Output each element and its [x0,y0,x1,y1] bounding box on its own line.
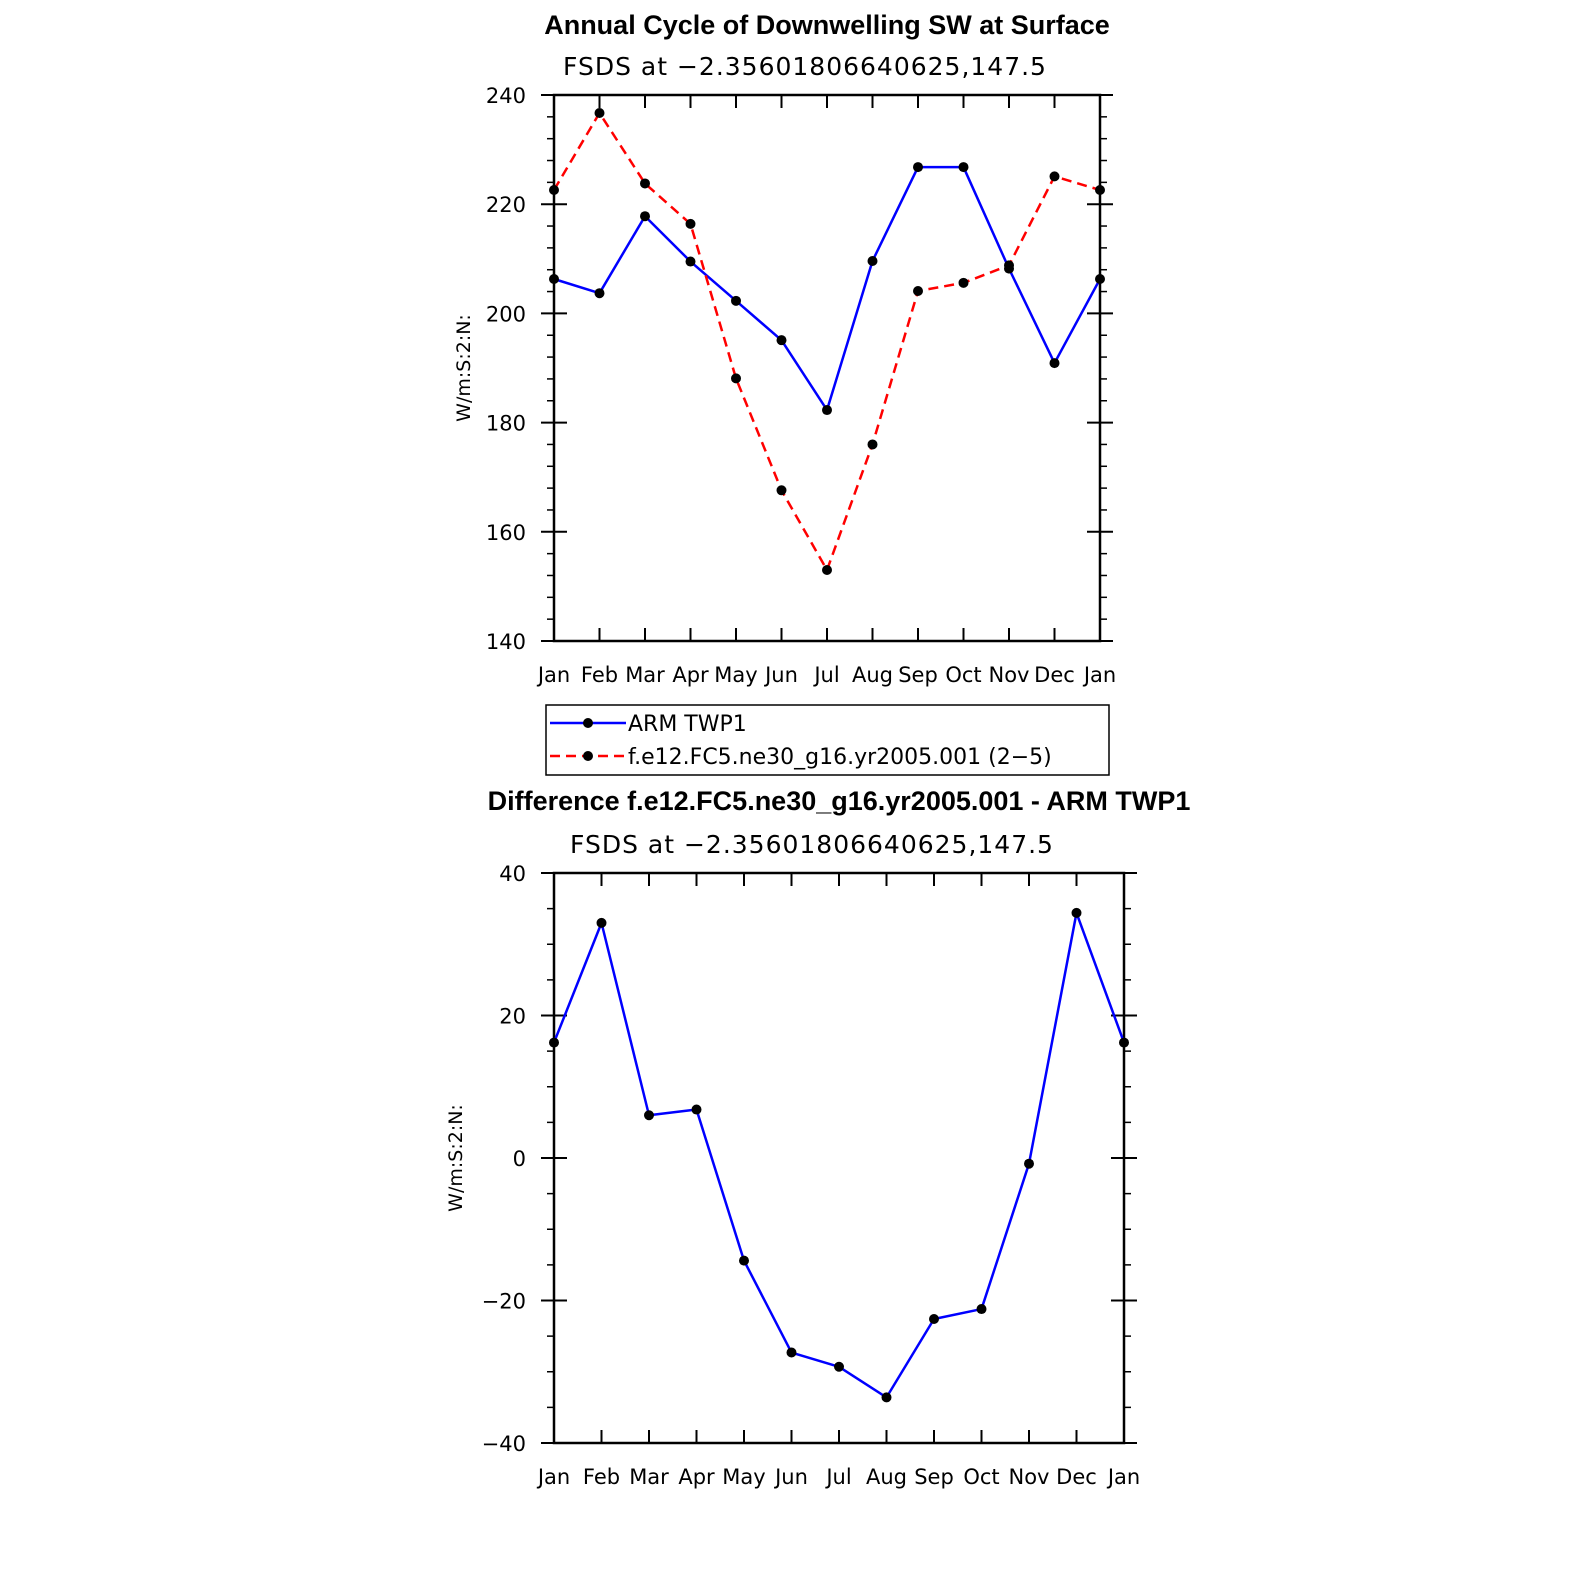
x-tick-label: Feb [583,1465,620,1489]
chart2-subtitle: FSDS at −2.35601806640625,147.5 [570,830,1054,859]
data-point [685,218,696,229]
x-tick-label: Dec [1056,1465,1097,1489]
data-point [731,295,741,306]
data-point [776,335,787,346]
x-tick-label: Jan [1082,663,1116,687]
series-line [552,911,1126,1399]
plot-frame [552,93,1102,643]
data-point [549,1037,559,1048]
data-point [1004,260,1014,271]
y-tick-label: 240 [486,84,526,108]
x-tick-label: Sep [914,1465,954,1489]
y-tick-label: 40 [499,862,526,886]
data-point [1095,274,1105,285]
chart2-series [549,907,1129,1403]
data-point [786,1347,797,1358]
data-point [822,405,832,416]
data-point [731,373,741,384]
x-tick-label: Nov [989,663,1030,687]
data-point [549,274,559,285]
chart1-series [549,108,1105,576]
y-tick-label: 160 [486,521,526,545]
x-tick-label: Jun [763,663,798,687]
data-point [549,185,559,196]
x-tick-label: May [714,663,757,687]
x-tick-label: Sep [898,663,938,687]
y-tick-label: −40 [482,1432,526,1456]
y-tick-label: 220 [486,193,526,217]
legend-marker-model [583,751,593,761]
chart1-subtitle: FSDS at −2.35601806640625,147.5 [563,52,1047,81]
x-tick-label: Dec [1034,663,1075,687]
legend-marker-arm [583,718,593,728]
data-point [594,108,605,119]
x-tick-label: Mar [629,1465,669,1489]
x-tick-label: Oct [945,663,981,687]
chart2-axes: Jan Feb Mar Apr May Jun Jul Aug Sep Oct Nov Dec Jan 4… [482,862,1141,1489]
data-point [867,439,878,450]
annual-cycle-chart: Annual Cycle of Downwelling SW at Surfac… [453,10,1116,776]
data-point [976,1304,987,1315]
data-point [1119,1037,1129,1048]
x-tick-label: Mar [625,663,665,687]
data-point [685,256,696,267]
data-point [881,1392,892,1403]
x-tick-label: May [722,1465,765,1489]
y-tick-label: −20 [482,1290,526,1314]
data-point [640,178,650,189]
x-tick-label: Feb [581,663,618,687]
y-tick-label: 140 [486,630,526,654]
legend-box [545,704,1110,776]
data-point [834,1361,844,1372]
data-point [640,211,650,222]
y-tick-label: 180 [486,412,526,436]
plot-frame [552,871,1126,1445]
y-tick-label: 20 [499,1005,526,1029]
legend-label-model: f.e12.FC5.ne30_g16.yr2005.001 (2−5) [628,745,1052,770]
x-tick-label: Aug [852,663,893,687]
chart1-ylabel: W/m:S:2:N: [453,314,475,422]
y-tick-label: 200 [486,302,526,326]
data-point [596,917,607,928]
chart1-legend: ARM TWP1 f.e12.FC5.ne30_g16.yr2005.001 (… [545,704,1110,776]
x-tick-label: Jan [536,663,570,687]
series-line [552,111,1101,572]
data-point [822,565,832,576]
data-point [594,288,605,299]
x-tick-label: Oct [963,1465,999,1489]
chart2-title: Difference f.e12.FC5.ne30_g16.yr2005.001… [488,786,1191,816]
data-point [913,162,923,173]
data-point [958,162,969,173]
data-point [644,1110,654,1121]
data-point [691,1104,702,1115]
data-point [913,286,923,297]
y-tick-label: 0 [513,1147,526,1171]
x-tick-label: Jan [536,1465,570,1489]
data-point [867,255,878,266]
data-point [1049,171,1060,182]
x-tick-label: Apr [672,663,709,687]
data-point [958,277,969,288]
data-point [1071,907,1082,918]
chart2-ylabel: W/m:S:2:N: [445,1104,467,1212]
data-point [929,1314,939,1325]
legend-label-arm: ARM TWP1 [628,712,747,737]
data-point [1049,358,1060,369]
data-point [739,1255,749,1266]
data-point [776,485,787,496]
difference-chart: Difference f.e12.FC5.ne30_g16.yr2005.001… [445,786,1190,1489]
data-point [1024,1158,1034,1169]
chart1-axes: Jan Feb Mar Apr May Jun Jul Aug Sep Oct Nov Dec Jan 2… [486,84,1116,687]
series-line [553,165,1102,412]
x-tick-label: Jul [824,1465,851,1489]
x-tick-label: Apr [678,1465,715,1489]
x-tick-label: Aug [866,1465,907,1489]
chart1-title: Annual Cycle of Downwelling SW at Surfac… [544,10,1110,40]
x-tick-label: Nov [1009,1465,1050,1489]
x-tick-label: Jul [812,663,839,687]
data-point [1095,185,1105,196]
x-tick-label: Jan [1106,1465,1140,1489]
x-tick-label: Jun [773,1465,808,1489]
